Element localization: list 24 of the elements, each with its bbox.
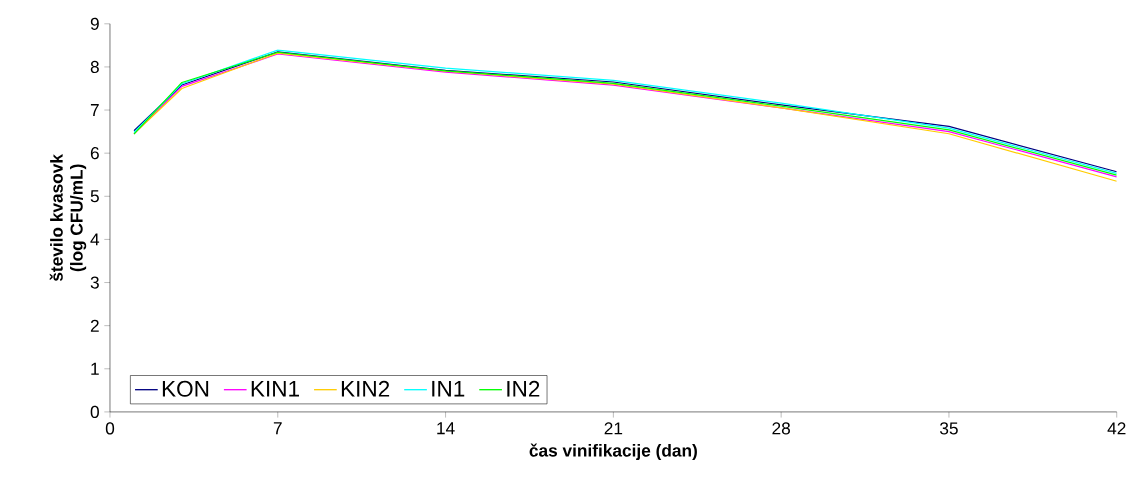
y-tick-label: 9 [90, 17, 99, 30]
y-tick-label: 3 [90, 276, 99, 289]
legend-label: IN2 [507, 380, 540, 397]
x-tick-label: 35 [940, 422, 958, 435]
x-tick-label: 42 [1107, 422, 1126, 435]
x-tick-label: 7 [273, 422, 282, 435]
legend-label: KON [162, 380, 209, 397]
y-tick-label: 7 [90, 104, 99, 116]
x-axis-title: čas vinifikacije (dan) [529, 443, 697, 461]
y-tick-label: 5 [90, 190, 99, 203]
x-tick-label: 21 [604, 422, 623, 435]
legend-label: KIN1 [251, 380, 299, 397]
y-tick-label: 4 [90, 233, 100, 246]
legend-label: IN1 [432, 380, 465, 397]
x-tick-label: 28 [772, 422, 790, 435]
y-tick-label: 2 [90, 319, 99, 332]
legend-label: KIN2 [341, 380, 390, 397]
y-tick-label: 0 [90, 405, 99, 419]
y-tick-label: 6 [90, 147, 99, 160]
x-tick-label: 14 [437, 422, 455, 435]
y-axis-title: število kvasovk (log CFU/mL) [49, 154, 87, 282]
y-tick-label: 8 [90, 60, 99, 74]
x-tick-label: 0 [105, 422, 115, 435]
y-tick-label: 1 [91, 362, 99, 375]
